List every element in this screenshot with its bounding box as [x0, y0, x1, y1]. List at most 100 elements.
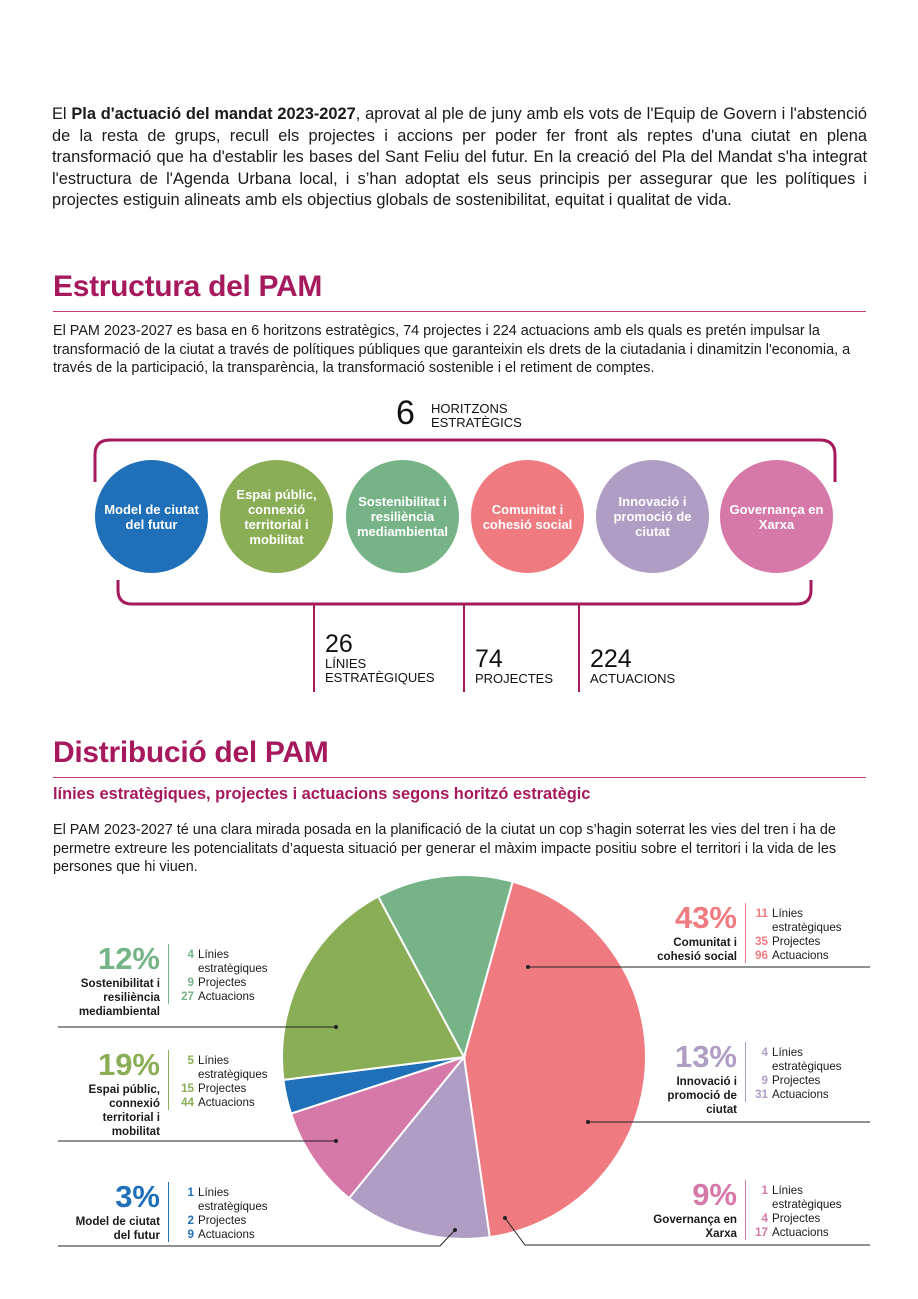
pie-label-5: 19% Espai públic, connexió territorial i …	[56, 1049, 160, 1139]
horizons-label: HORITZONS ESTRATÈGICS	[431, 402, 522, 430]
pie-label-separator	[168, 1050, 169, 1110]
stat-lines: 4 Línies	[176, 948, 296, 962]
stat-value: 44	[181, 1096, 194, 1109]
horizon-circle-3: Sostenibilitat i resiliència mediambient…	[346, 460, 459, 573]
intro-paragraph: El Pla d'actuació del mandat 2023-2027, …	[52, 104, 867, 212]
horizon-circle-4: Comunitat i cohesió social	[471, 460, 584, 573]
stat-lines-2: estratègiques	[750, 1198, 870, 1212]
stat-label: Actuacions	[198, 1096, 255, 1109]
leader-dot-4	[453, 1228, 457, 1232]
leader-line-3	[504, 1217, 870, 1246]
pie-label-6: 12% Sostenibilitat i resiliència mediambi…	[56, 941, 160, 1019]
stat-actions: 31 Actuacions	[750, 1088, 870, 1102]
pie-category-name: Governança en Xarxa	[653, 1213, 737, 1240]
stat-label: estratègiques	[198, 1068, 268, 1081]
stat-value: 2	[187, 1214, 194, 1227]
horizons-number: 6	[396, 394, 415, 432]
leader-dot-1	[526, 965, 530, 969]
stat-label: estratègiques	[198, 962, 268, 975]
leader-line-4	[58, 1229, 456, 1247]
distribucio-title: Distribució del PAM	[53, 736, 329, 769]
stat-projects: 15 Projectes	[176, 1082, 296, 1096]
stat-label: Actuacions	[772, 1088, 829, 1101]
leader-dot-6	[334, 1025, 338, 1029]
pie-slice-6	[376, 874, 514, 1060]
total-projects-label: PROJECTES	[475, 671, 554, 686]
stat-label: Línies	[198, 1186, 229, 1199]
stat-value: 5	[187, 1054, 194, 1067]
total-projects-number: 74	[475, 645, 503, 673]
pie-percent: 12%	[97, 941, 160, 976]
horizon-circle-label: Comunitat i cohesió social	[482, 501, 573, 532]
stat-value: 9	[761, 1074, 768, 1087]
pie-percent: 3%	[115, 1179, 160, 1214]
stat-label: Actuacions	[198, 990, 255, 1003]
leader-dot-5	[334, 1139, 338, 1143]
intro-prefix: El	[52, 105, 72, 123]
stat-value: 96	[755, 949, 768, 962]
stat-label: Línies	[198, 948, 229, 961]
pie-label-separator	[745, 903, 746, 963]
pie-label-separator	[745, 1042, 746, 1102]
pie-label-2: 13% Innovació i promoció de ciutat	[640, 1039, 737, 1117]
horizon-circle-5: Innovació i promoció de ciutat	[596, 460, 709, 573]
bracket-lines	[93, 438, 837, 692]
stat-actions: 96 Actuacions	[750, 949, 870, 963]
stat-label: estratègiques	[772, 1060, 842, 1073]
stat-label: Projectes	[772, 935, 821, 948]
horizon-circle-label: Sostenibilitat i resiliència mediambient…	[356, 494, 449, 539]
pie-label-4: 3% Model de ciutat del futur	[56, 1179, 160, 1243]
pie-label-1: 43% Comunitat i cohesió social	[640, 900, 737, 964]
pie-category-name: Espai públic, connexió territorial i mob…	[88, 1083, 160, 1138]
stat-projects: 4 Projectes	[750, 1212, 870, 1226]
stat-lines: 11 Línies	[750, 907, 870, 921]
stat-label: Actuacions	[772, 949, 829, 962]
stat-label: estratègiques	[772, 921, 842, 934]
stat-lines-2: estratègiques	[176, 1200, 296, 1214]
stat-lines: 1 Línies	[750, 1184, 870, 1198]
stat-value: 4	[761, 1046, 768, 1059]
total-actions-number: 224	[590, 645, 632, 673]
stat-value: 11	[755, 907, 768, 920]
pie-slice-2	[347, 1054, 491, 1240]
stat-label: Línies	[772, 1046, 803, 1059]
intro-bold-title: Pla d'actuació del mandat 2023-2027	[71, 105, 356, 123]
estructura-title: Estructura del PAM	[53, 270, 323, 303]
pie-stats: 4 Línies estratègiques 9 Projectes 27 Actuacio…	[176, 948, 296, 1004]
horizon-circle-label: Model de ciutat del futur	[104, 501, 199, 532]
stat-value: 15	[181, 1082, 194, 1095]
stat-value: 1	[187, 1186, 194, 1199]
pie-slice-5	[281, 895, 466, 1081]
total-lines-number: 26	[325, 630, 353, 658]
total-actions-label: ACTUACIONS	[590, 671, 676, 686]
distribucio-text: El PAM 2023-2027 té una clara mirada pos…	[53, 822, 837, 876]
stat-value: 35	[755, 935, 768, 948]
pie-percent: 13%	[674, 1039, 737, 1074]
pie-category-name: Comunitat i cohesió social	[657, 936, 737, 963]
stat-label: Actuacions	[772, 1226, 829, 1239]
stat-label: estratègiques	[198, 1200, 268, 1213]
stat-lines-2: estratègiques	[750, 921, 870, 935]
stat-label: Línies	[772, 1184, 803, 1197]
stat-label: Projectes	[198, 1214, 247, 1227]
pie-slice-3	[289, 1054, 467, 1200]
stat-actions: 27 Actuacions	[176, 990, 296, 1004]
horizon-circle-1: Model de ciutat del futur	[95, 460, 208, 573]
stat-label: Projectes	[198, 1082, 247, 1095]
pie-category-name: Innovació i promoció de ciutat	[667, 1075, 737, 1116]
pie-label-separator	[168, 944, 169, 1004]
stat-label: Línies	[198, 1054, 229, 1067]
pie-percent: 43%	[674, 900, 737, 935]
stat-actions: 9 Actuacions	[176, 1228, 296, 1242]
stat-value: 4	[761, 1212, 768, 1225]
pie-stats: 5 Línies estratègiques 15 Projectes 44 Actuaci…	[176, 1054, 296, 1110]
stat-value: 1	[761, 1184, 768, 1197]
horizon-circle-2: Espai públic, connexió territorial i mob…	[220, 460, 333, 573]
pie-label-separator	[168, 1182, 169, 1242]
horizon-circle-label: Innovació i promoció de ciutat	[613, 494, 692, 539]
distribucio-rule	[53, 777, 866, 778]
stat-projects: 9 Projectes	[750, 1074, 870, 1088]
stat-value: 9	[187, 976, 194, 989]
stat-label: Projectes	[772, 1074, 821, 1087]
